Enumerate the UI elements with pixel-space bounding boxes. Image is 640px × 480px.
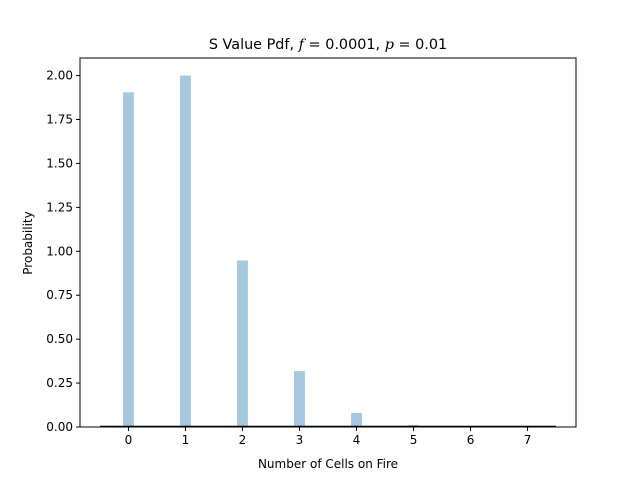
title-prefix: S Value Pdf, (209, 37, 299, 53)
y-tick-label-1.25: 1.25 (46, 200, 73, 214)
y-ticks-group: 0.00 0.25 0.50 0.75 1.00 1.25 1.50 1.75 2.00 (46, 69, 80, 434)
x-tick-label-4: 4 (353, 433, 361, 447)
x-tick-label-2: 2 (239, 433, 247, 447)
x-tick-label-7: 7 (524, 433, 532, 447)
y-tick-label-0.25: 0.25 (46, 376, 73, 390)
y-tick-label-0.75: 0.75 (46, 288, 73, 302)
x-tick-label-0: 0 (125, 433, 133, 447)
title-p-var: p (385, 37, 394, 53)
title-p-value: = 0.01 (394, 37, 447, 53)
plot-frame (79, 57, 577, 428)
y-tick-label-1.00: 1.00 (46, 244, 73, 258)
y-tick-label-0.50: 0.50 (46, 332, 73, 346)
y-axis-label: Probability (21, 211, 35, 274)
bar-4 (351, 412, 362, 427)
x-axis-label: Number of Cells on Fire (258, 457, 398, 471)
bar-3 (294, 371, 305, 427)
bar-2 (237, 260, 248, 427)
y-tick-label-2.00: 2.00 (46, 69, 73, 83)
x-tick-label-6: 6 (467, 433, 475, 447)
x-tick-label-1: 1 (182, 433, 190, 447)
y-tick-label-1.75: 1.75 (46, 113, 73, 127)
x-ticks-group: 0 1 2 3 4 5 6 7 (125, 427, 532, 447)
y-tick-label-0.00: 0.00 (46, 420, 73, 434)
bar-0 (123, 92, 134, 427)
bar-1 (180, 75, 191, 428)
title-f-value: = 0.0001, (304, 37, 385, 53)
x-tick-label-3: 3 (296, 433, 304, 447)
chart-title: S Value Pdf, f = 0.0001, p = 0.01 (209, 37, 447, 53)
x-tick-label-5: 5 (410, 433, 418, 447)
title-f-var: f (298, 37, 307, 53)
y-tick-label-1.50: 1.50 (46, 156, 73, 170)
